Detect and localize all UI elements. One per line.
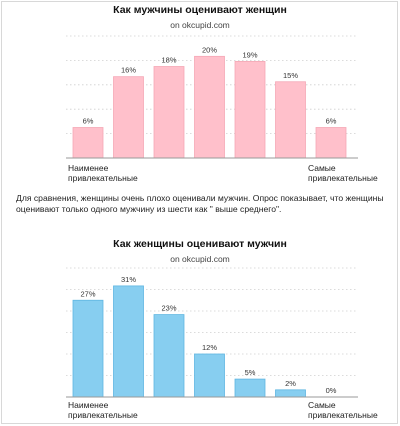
chart1-bar-6 [275,81,306,159]
chart1-bar-1 [72,127,104,159]
chart1-value-label-5: 19% [242,50,257,59]
chart1-subtitle: on okcupid.com [170,20,230,30]
chart1-bar-5 [234,61,266,159]
chart1-value-label-2: 16% [121,66,136,75]
chart2-right-label: Самые привлекательные [308,400,378,420]
chart2-bar-1 [72,299,104,398]
caption-text: Для сравнения, женщины очень плохо оцени… [16,193,384,214]
chart2-subtitle: on okcupid.com [170,254,230,264]
chart1-plot: 6% 16% 18% 20% 19% 15% 6% [66,35,358,159]
chart2-value-label-4: 12% [202,343,217,352]
chart2-left-label: Наименее привлекательные [68,400,138,420]
chart2-value-label-5: 5% [245,368,256,377]
chart2-value-label-1: 27% [80,289,95,298]
chart1-title: Как мужчины оценивают женщин [113,4,287,16]
chart2-bar-6 [275,389,306,398]
chart1-value-label-3: 18% [161,56,176,65]
chart2-bar-3 [153,314,185,398]
chart1-value-label-1: 6% [83,117,94,126]
chart2-bar-5 [234,378,266,398]
chart1-value-label-7: 6% [326,117,337,126]
chart2-value-label-2: 31% [121,275,136,284]
chart2-bar-4 [194,353,225,398]
chart2-value-label-7: 0% [326,386,337,395]
chart1-right-label: Самые привлекательные [308,163,378,183]
chart1-value-label-6: 15% [283,71,298,80]
chart1-bar-3 [153,66,185,159]
chart1-bar-4 [194,55,225,159]
chart2-bar-2 [113,285,144,398]
chart2-value-label-3: 23% [161,304,176,313]
chart1-bar-2 [113,76,144,159]
chart1-left-label: Наименее привлекательные [68,163,138,183]
chart1-value-label-4: 20% [202,45,217,54]
chart2-plot: 27% 31% 23% 12% 5% 2% 0% [66,267,358,398]
chart2-value-label-6: 2% [285,379,296,388]
chart2-title: Как женщины оценивают мужчин [113,238,287,250]
chart1-bar-7 [315,127,347,159]
